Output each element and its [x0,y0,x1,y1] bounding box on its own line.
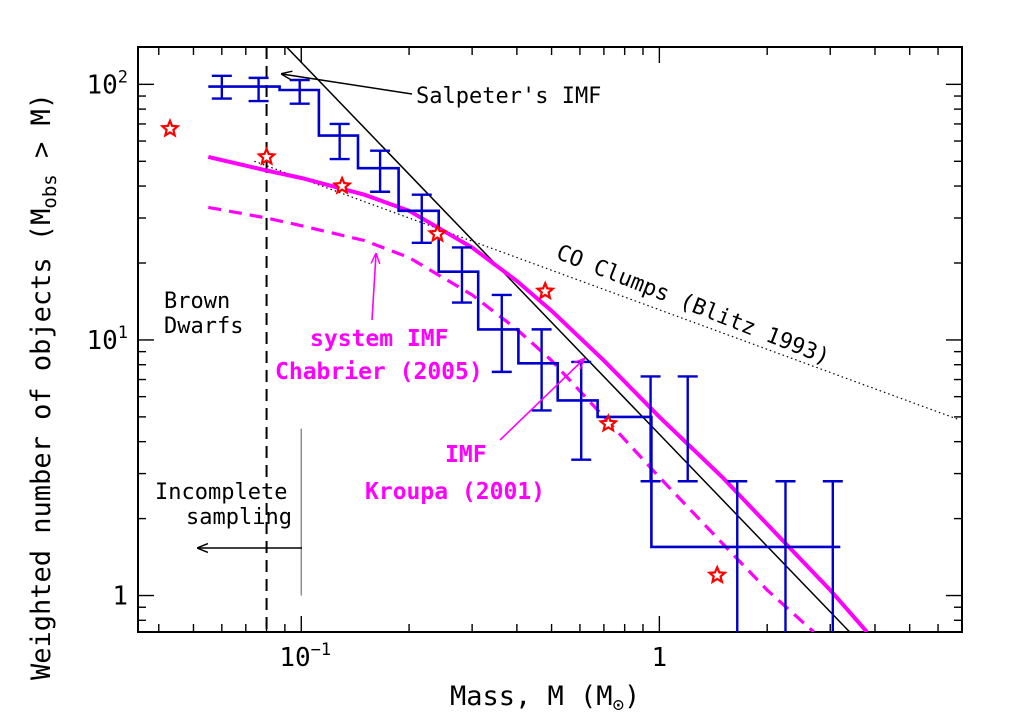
salpeter-line [285,47,851,632]
co-clumps-line [254,160,958,420]
system-imf-label-2: Chabrier (2005) [275,359,483,385]
star-marker [706,564,728,585]
chabrier-system-imf-line [208,205,815,632]
kroupa-arrow [499,359,584,441]
kroupa-imf-line [207,154,869,632]
brown-dwarfs-label-1: Brown [164,289,230,314]
minor-ticks [138,47,963,632]
x-axis-title: Mass, M (M⊙) [450,681,640,716]
star-marker [331,175,353,195]
plot-frame [137,46,963,633]
error-bars [211,74,843,632]
star-marker [598,412,619,433]
star-marker [427,223,448,243]
system-imf-label-1: system IMF [310,326,448,352]
y-tick-label: 1 [112,582,128,612]
major-ticks [138,47,962,632]
kroupa-label-1: IMF [445,442,487,468]
salpeter-arrow [282,74,413,95]
star-marker [534,280,556,301]
histogram-steps [208,85,841,549]
x-tick-label: 1 [652,643,668,673]
y-tick-label: 102 [86,67,128,100]
tick-labels: 10−1 1 1 101 102 [86,67,667,673]
incomplete-label-2: sampling [186,505,292,530]
star-marker [159,117,181,138]
y-axis-title: Weighted number of objects (Mobs > M) [26,93,61,680]
incomplete-label-1: Incomplete [155,480,287,505]
x-tick-label: 10−1 [279,640,331,673]
salpeter-label: Salpeter's IMF [416,84,601,109]
y-tick-label: 101 [86,323,128,356]
kroupa-label-2: Kroupa (2001) [365,479,545,505]
star-marker [256,146,277,166]
system-imf-arrow [372,254,376,321]
star-markers [159,117,728,585]
brown-dwarfs-label-2: Dwarfs [164,314,243,339]
